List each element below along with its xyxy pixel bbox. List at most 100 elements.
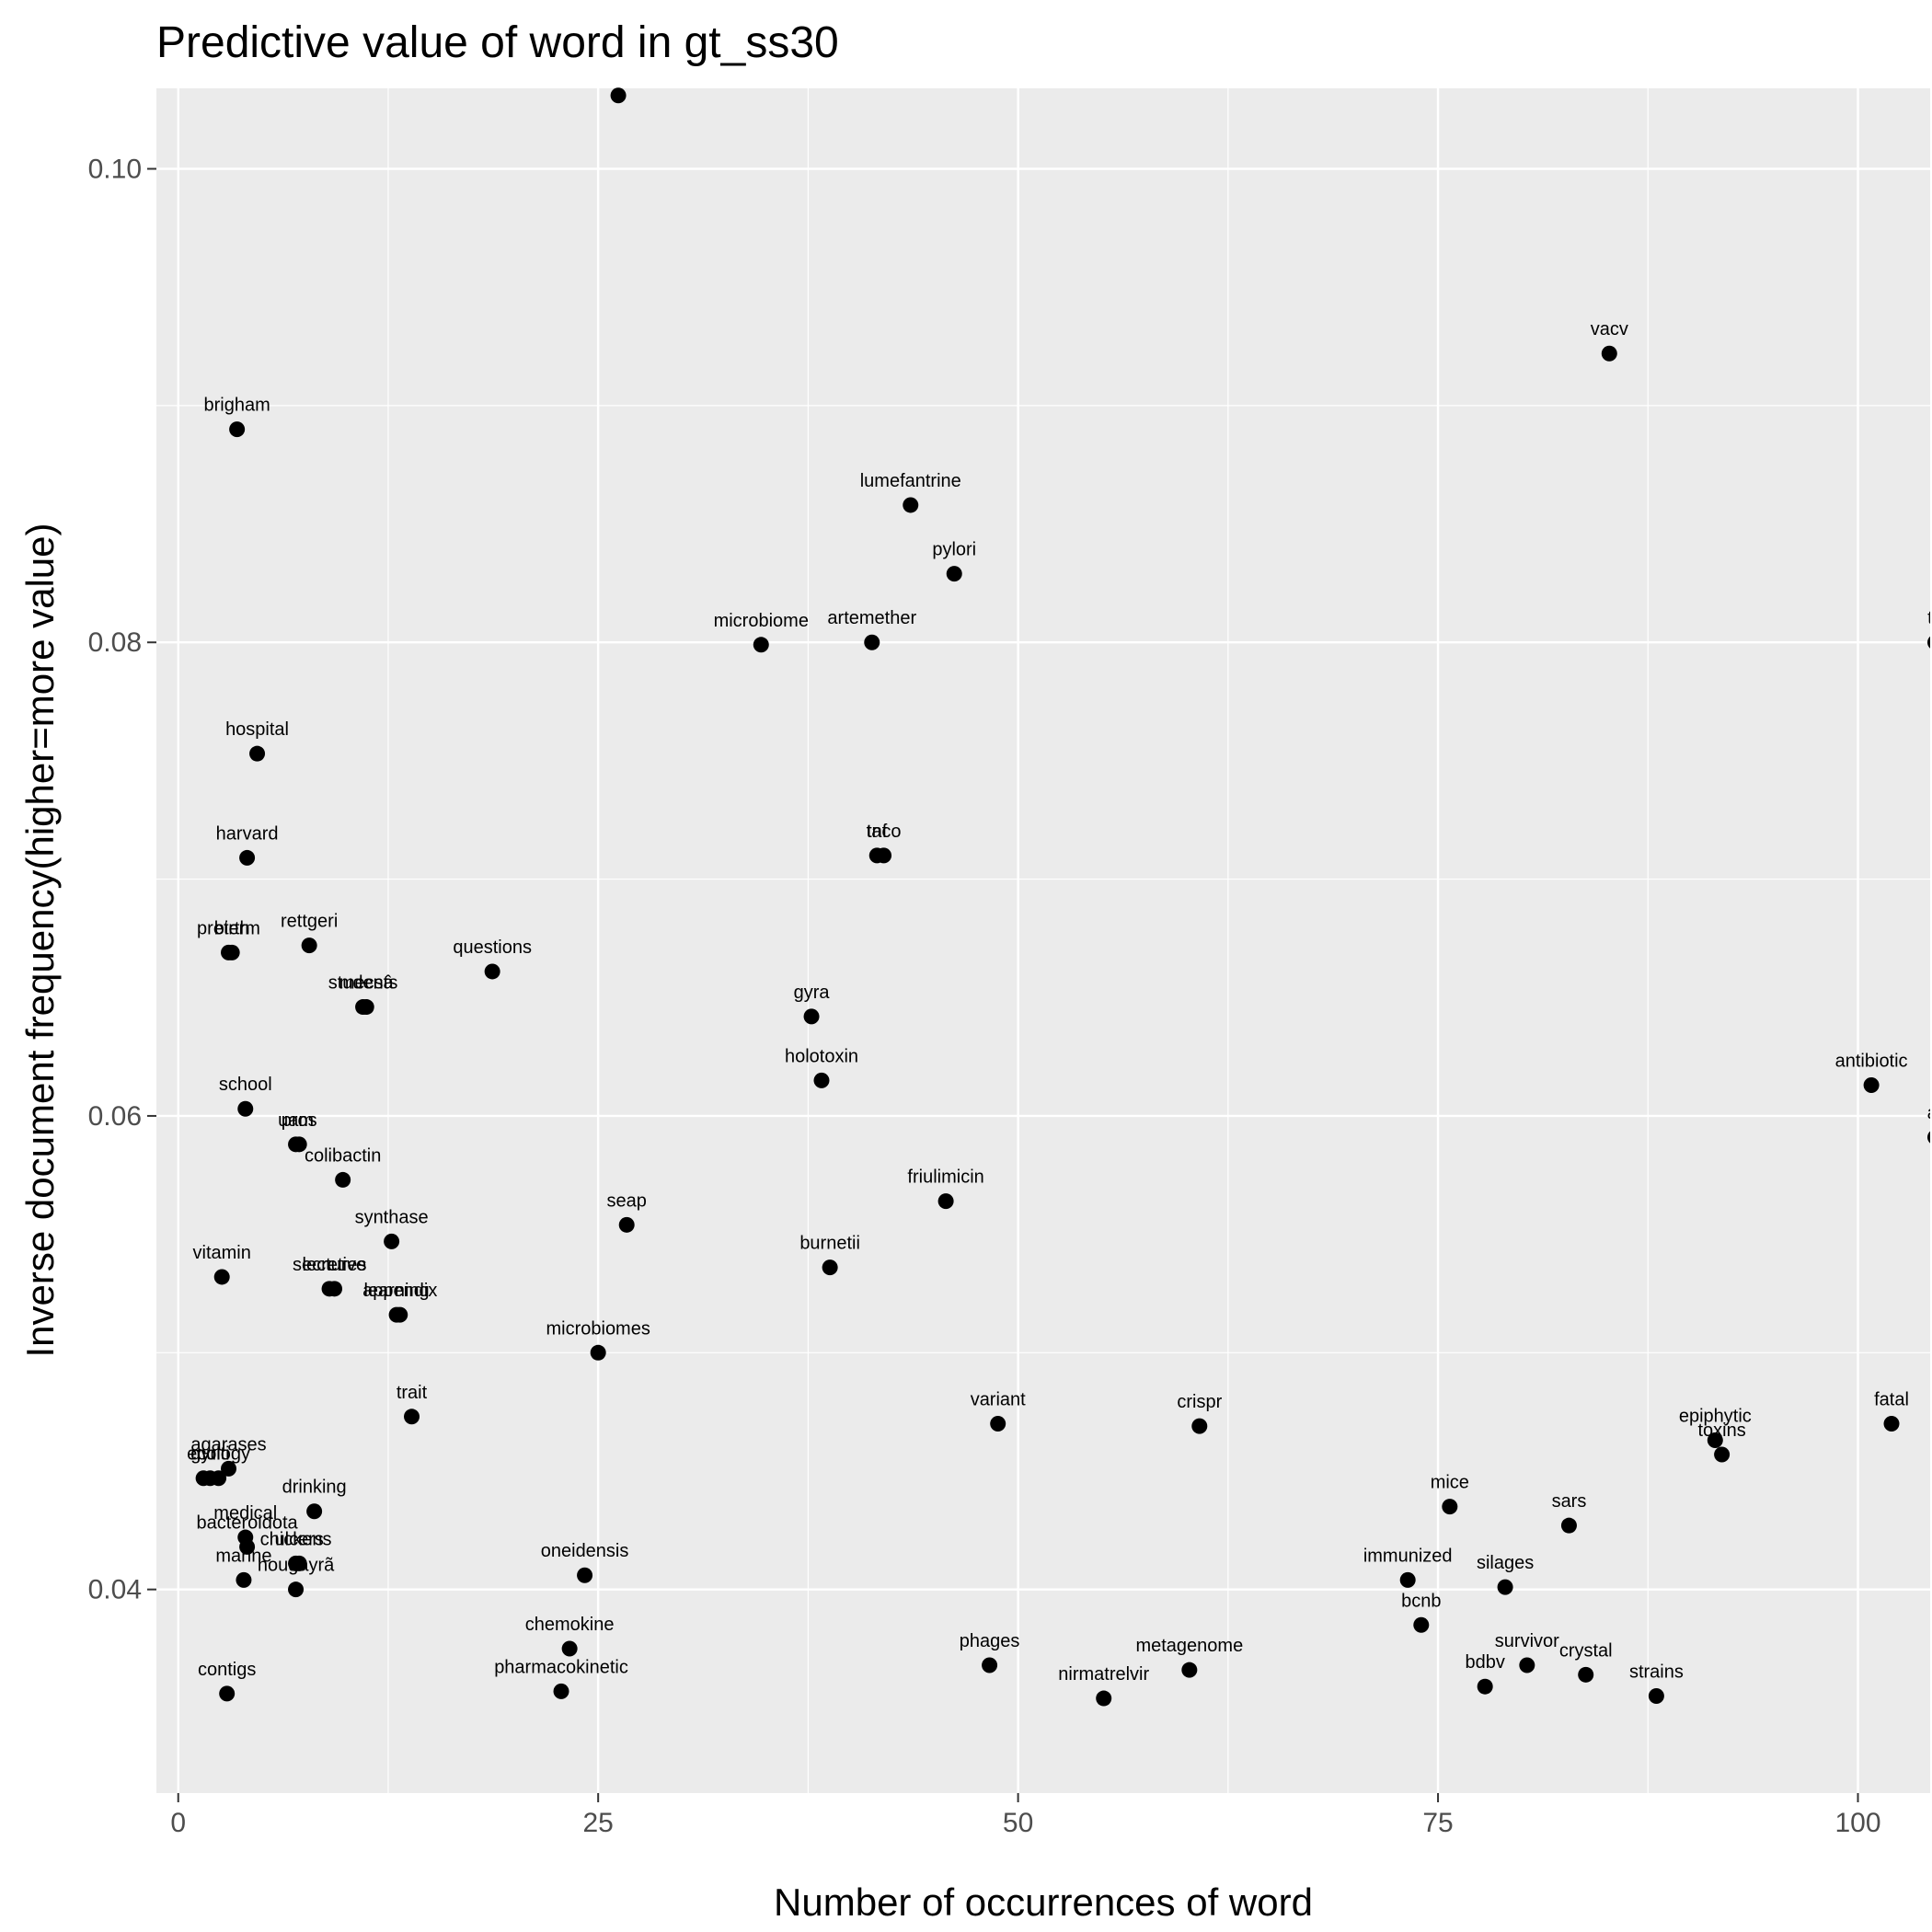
data-point xyxy=(903,497,919,513)
data-point xyxy=(982,1657,998,1673)
y-tick-label: 0.08 xyxy=(88,627,142,658)
data-point xyxy=(237,1100,254,1117)
data-point xyxy=(236,1571,252,1588)
data-point xyxy=(990,1416,1006,1432)
plot-panel xyxy=(156,88,1930,1793)
point-label: birth xyxy=(214,918,250,938)
data-point xyxy=(618,1216,635,1233)
point-label: mice xyxy=(1431,1473,1469,1493)
y-tick-label: 0.04 xyxy=(88,1575,142,1605)
point-label: preterm xyxy=(197,918,260,938)
data-point xyxy=(1181,1662,1198,1678)
data-point xyxy=(1413,1616,1430,1633)
data-point xyxy=(1519,1657,1535,1673)
data-point xyxy=(239,1538,256,1555)
point-label: artemether xyxy=(827,608,916,628)
data-point xyxy=(249,745,266,762)
data-point xyxy=(1714,1446,1731,1463)
point-label: medical xyxy=(213,1503,277,1524)
data-point xyxy=(224,944,240,960)
data-point xyxy=(1442,1499,1458,1515)
point-label: pylori xyxy=(932,540,976,560)
data-point xyxy=(484,963,500,980)
data-point xyxy=(384,1233,400,1249)
data-point xyxy=(335,1171,351,1188)
data-point xyxy=(291,1136,307,1153)
point-label: lectures xyxy=(303,1255,367,1275)
point-label: hospital xyxy=(225,719,289,740)
point-label: questions xyxy=(453,937,532,958)
point-label: ulcers xyxy=(275,1529,324,1549)
point-label: nirmatrelvir xyxy=(1058,1664,1149,1685)
point-label: agarases xyxy=(190,1434,266,1455)
point-label: marine xyxy=(215,1546,271,1566)
data-point xyxy=(1578,1666,1594,1683)
point-label: strains xyxy=(1629,1662,1684,1682)
data-point xyxy=(327,1281,343,1297)
data-point xyxy=(590,1344,606,1361)
point-label: pharmacokinetic xyxy=(494,1657,628,1677)
data-point xyxy=(803,1008,820,1025)
x-tick-label: 25 xyxy=(582,1808,613,1838)
point-label: multi xyxy=(190,1444,229,1465)
point-label: ar xyxy=(1927,1103,1932,1123)
point-label: crystal xyxy=(1559,1640,1613,1661)
chart-title: Predictive value of word in gt_ss30 xyxy=(156,18,839,67)
x-tick-label: 0 xyxy=(170,1808,186,1838)
point-label: pros xyxy=(282,1110,317,1131)
data-point xyxy=(291,1555,307,1571)
grid-lines xyxy=(156,88,1930,1793)
data-point xyxy=(1399,1571,1416,1588)
data-point xyxy=(404,1409,420,1425)
point-label: taco xyxy=(867,822,902,842)
y-axis-title: Inverse document frequency(higher=more v… xyxy=(18,523,62,1358)
point-label: students xyxy=(328,973,398,994)
point-label: trait xyxy=(397,1383,428,1403)
point-label: holotoxin xyxy=(785,1046,858,1066)
data-point xyxy=(211,1470,227,1487)
data-point xyxy=(229,421,246,438)
data-point xyxy=(610,87,627,104)
data-point xyxy=(219,1685,236,1702)
data-points xyxy=(195,87,1930,1707)
point-label: contigs xyxy=(198,1660,256,1680)
data-point xyxy=(1883,1416,1900,1432)
data-point xyxy=(301,937,317,954)
point-label: school xyxy=(219,1075,272,1095)
data-point xyxy=(1497,1579,1513,1595)
data-point xyxy=(876,847,892,864)
point-label: th xyxy=(1927,608,1932,628)
point-label: friulimicin xyxy=(907,1167,983,1188)
axis-ticks: 0 25 50 75 100 0.04 0.06 0.08 0.10 xyxy=(88,155,1881,1838)
point-label: silages xyxy=(1477,1553,1534,1573)
point-label: bcnb xyxy=(1401,1591,1441,1611)
point-label: secretive xyxy=(293,1255,366,1275)
point-label: rettgeri xyxy=(281,912,338,932)
point-label: fatal xyxy=(1874,1390,1909,1410)
point-label: tnf xyxy=(867,822,888,842)
point-label: antibiotic xyxy=(1835,1051,1908,1071)
data-point xyxy=(1707,1432,1723,1449)
point-label: hougayrã xyxy=(258,1556,335,1576)
data-point xyxy=(306,1503,323,1520)
data-point xyxy=(813,1072,830,1088)
point-label: oneidensis xyxy=(541,1541,629,1561)
point-label: toxins xyxy=(1697,1420,1745,1441)
data-point xyxy=(288,1581,305,1598)
y-tick-label: 0.10 xyxy=(88,155,142,185)
point-label: harvard xyxy=(216,823,279,844)
point-label: ecology xyxy=(187,1444,250,1465)
point-labels: vacv brigham lumefantrine pylori microbiome a… xyxy=(187,319,1932,1685)
point-label: microbiomes xyxy=(546,1318,650,1339)
data-point xyxy=(1560,1517,1577,1534)
x-tick-label: 75 xyxy=(1422,1808,1453,1838)
data-point xyxy=(1926,636,1930,649)
data-point xyxy=(937,1193,954,1210)
data-point xyxy=(1601,345,1617,362)
point-label: bacteroidota xyxy=(197,1512,299,1533)
data-point xyxy=(561,1640,578,1657)
point-label: vacv xyxy=(1591,319,1628,339)
point-label: gyra xyxy=(794,983,831,1003)
point-label: synthase xyxy=(355,1207,429,1227)
